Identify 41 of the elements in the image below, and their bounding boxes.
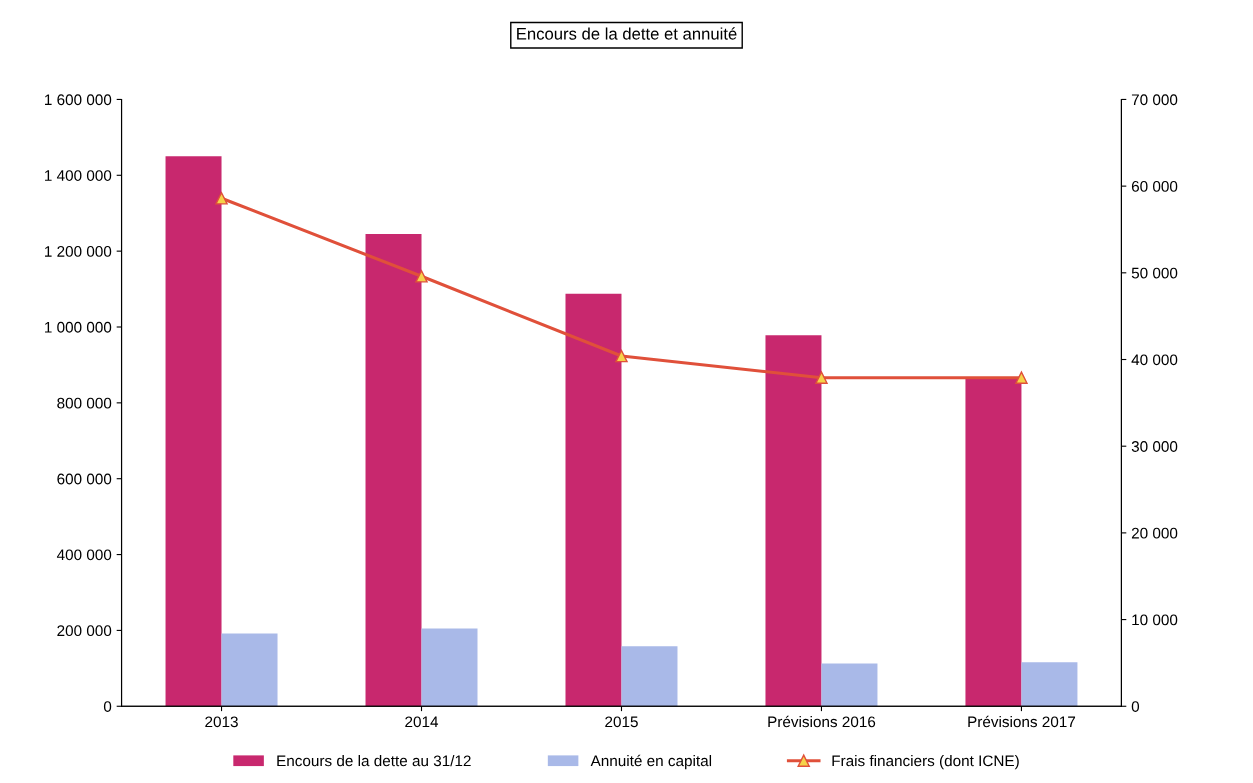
legend-label: Annuité en capital <box>590 754 712 770</box>
y-tick-label: 600 000 <box>57 473 112 485</box>
y-tick-label: 1 400 000 <box>45 170 112 181</box>
y-tick-label: 1 000 000 <box>45 321 112 333</box>
point <box>1015 371 1028 384</box>
y-tick-label: 1 600 000 <box>45 94 112 106</box>
chart-title: Encours de la dette et annuité <box>517 27 737 40</box>
y-tick-label: 0 <box>103 701 112 712</box>
y-tick-label: 1 200 000 <box>45 246 112 257</box>
y-tick-label: 400 000 <box>56 549 112 561</box>
y2-tick-label: 70 000 <box>1131 94 1178 106</box>
y2-tick-label: 30 000 <box>1131 441 1178 452</box>
bar <box>365 234 422 707</box>
bar <box>165 156 222 707</box>
point <box>415 270 428 283</box>
bar <box>565 293 622 707</box>
y2-tick-label: 0 <box>1131 701 1140 712</box>
x-tick-label: 2013 <box>205 716 238 728</box>
point <box>815 371 828 384</box>
y2-tick-label: 40 000 <box>1131 354 1178 366</box>
bar <box>421 628 478 707</box>
x-tick-label: Prévisions 2016 <box>768 715 876 728</box>
bar <box>765 335 822 707</box>
y2-tick-label: 20 000 <box>1131 527 1178 539</box>
y2-tick-label: 50 000 <box>1131 267 1178 279</box>
point <box>215 192 228 205</box>
x-tick-label: 2015 <box>605 716 638 728</box>
y-tick-label: 200 000 <box>57 625 112 637</box>
y-tick-label: 800 000 <box>57 397 112 409</box>
bar <box>821 663 878 707</box>
x-tick-label: Prévisions 2017 <box>968 715 1076 728</box>
point <box>615 349 628 363</box>
bar <box>621 646 678 707</box>
legend-label: Frais financiers (dont ICNE) <box>832 755 1019 770</box>
x-tick-label: 2014 <box>405 716 439 728</box>
bar <box>965 378 1022 707</box>
y2-tick-label: 10 000 <box>1132 614 1178 626</box>
bar <box>221 633 278 707</box>
legend-label: Encours de la dette au 31/12 <box>277 755 471 767</box>
bar <box>1021 662 1078 707</box>
y2-tick-label: 60 000 <box>1131 181 1178 192</box>
